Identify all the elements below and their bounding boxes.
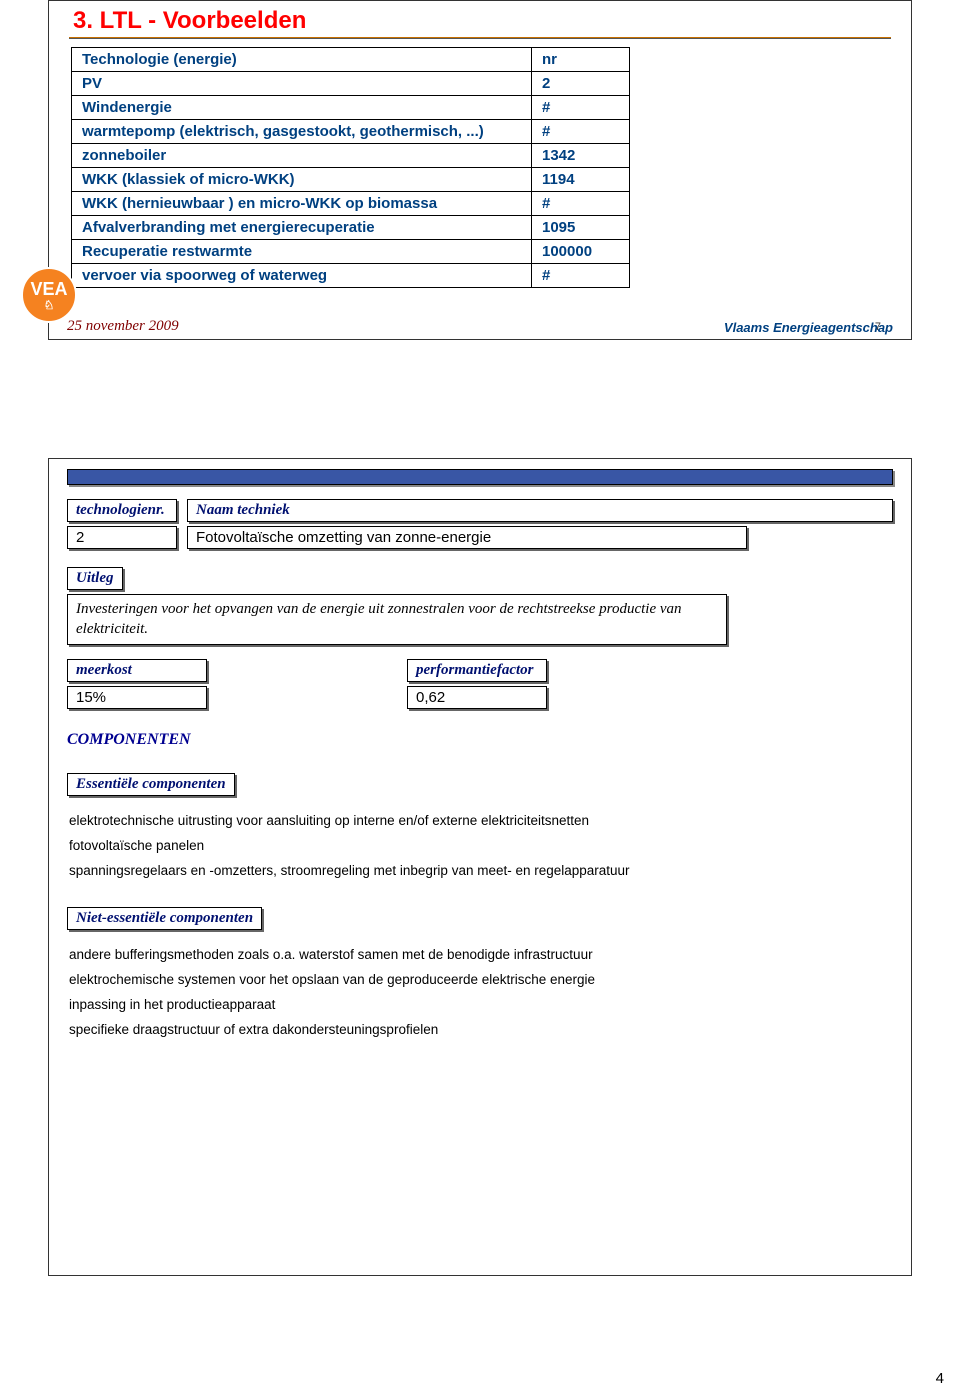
slide1-footer: 25 november 2009 Vlaams Energieagentscha… — [67, 318, 893, 335]
cell-tech: Windenergie — [72, 96, 532, 120]
table-row: Afvalverbranding met energierecuperatie … — [72, 216, 630, 240]
list-item: andere bufferingsmethoden zoals o.a. wat… — [69, 942, 893, 967]
slide1-title: 3. LTL - Voorbeelden — [49, 1, 911, 37]
cell-tech: Recuperatie restwarmte — [72, 240, 532, 264]
nonessential-list: andere bufferingsmethoden zoals o.a. wat… — [67, 942, 893, 1042]
slide1-date: 25 november 2009 — [67, 318, 179, 335]
cell-tech: WKK (hernieuwbaar ) en micro-WKK op biom… — [72, 192, 532, 216]
value-meerkost: 15% — [67, 686, 207, 709]
table-row: Windenergie # — [72, 96, 630, 120]
table-row: warmtepomp (elektrisch, gasgestookt, geo… — [72, 120, 630, 144]
slide-2: technologienr. 2 Naam techniek Fotovolta… — [48, 458, 912, 1276]
cell-nr: 1095 — [532, 216, 630, 240]
essential-list: elektrotechnische uitrusting voor aanslu… — [67, 808, 893, 883]
list-item: elektrotechnische uitrusting voor aanslu… — [69, 808, 893, 833]
list-item: inpassing in het productieapparaat — [69, 992, 893, 1017]
slide1-rule — [69, 37, 891, 39]
cell-tech: warmtepomp (elektrisch, gasgestookt, geo… — [72, 120, 532, 144]
cell-tech: zonneboiler — [72, 144, 532, 168]
table-row: PV 2 — [72, 72, 630, 96]
table-row: Recuperatie restwarmte 100000 — [72, 240, 630, 264]
cell-tech: WKK (klassiek of micro-WKK) — [72, 168, 532, 192]
tech-table: Technologie (energie) nr PV 2 Windenergi… — [71, 47, 630, 288]
table-header-row: Technologie (energie) nr — [72, 48, 630, 72]
cell-tech: PV — [72, 72, 532, 96]
cell-nr: 1194 — [532, 168, 630, 192]
label-performantie: performantiefactor — [407, 659, 547, 682]
agency-label: Vlaams Energieagentschap — [724, 320, 893, 335]
col-header-nr: nr — [532, 48, 630, 72]
essential-heading-wrap: Essentiële componenten — [67, 773, 893, 800]
cell-nr: 100000 — [532, 240, 630, 264]
value-technr: 2 — [67, 526, 177, 549]
slide1-page-number: 7 — [875, 321, 881, 333]
row-meerkost-perf: meerkost 15% performantiefactor 0,62 — [67, 659, 893, 713]
lion-icon: ♘ — [44, 298, 55, 312]
table-row: zonneboiler 1342 — [72, 144, 630, 168]
value-performantie: 0,62 — [407, 686, 547, 709]
nonessential-heading-wrap: Niet-essentiële componenten — [67, 907, 893, 934]
table-row: vervoer via spoorweg of waterweg # — [72, 264, 630, 288]
table-row: WKK (klassiek of micro-WKK) 1194 — [72, 168, 630, 192]
slide2-topbar — [67, 469, 893, 485]
label-uitleg: Uitleg — [67, 567, 123, 590]
value-naam: Fotovoltaïsche omzetting van zonne-energ… — [187, 526, 747, 549]
cell-nr: 1342 — [532, 144, 630, 168]
label-naam: Naam techniek — [187, 499, 893, 522]
col-header-tech: Technologie (energie) — [72, 48, 532, 72]
table-row: WKK (hernieuwbaar ) en micro-WKK op biom… — [72, 192, 630, 216]
slide-1: 3. LTL - Voorbeelden Technologie (energi… — [48, 0, 912, 340]
cell-nr: # — [532, 192, 630, 216]
list-item: spanningsregelaars en -omzetters, stroom… — [69, 858, 893, 883]
label-technr: technologienr. — [67, 499, 177, 522]
list-item: fotovoltaïsche panelen — [69, 833, 893, 858]
block-uitleg: Uitleg Investeringen voor het opvangen v… — [67, 567, 893, 645]
document-page-number: 4 — [936, 1370, 944, 1387]
list-item: elektrochemische systemen voor het opsla… — [69, 967, 893, 992]
list-item: specifieke draagstructuur of extra dakon… — [69, 1017, 893, 1042]
label-nonessential: Niet-essentiële componenten — [67, 907, 262, 930]
cell-tech: Afvalverbranding met energierecuperatie — [72, 216, 532, 240]
value-uitleg: Investeringen voor het opvangen van de e… — [67, 594, 727, 645]
cell-nr: # — [532, 120, 630, 144]
vea-logo-text: VEA — [30, 279, 67, 300]
cell-nr: # — [532, 96, 630, 120]
row-tech-name: technologienr. 2 Naam techniek Fotovolta… — [67, 499, 893, 553]
cell-tech: vervoer via spoorweg of waterweg — [72, 264, 532, 288]
label-meerkost: meerkost — [67, 659, 207, 682]
label-essential: Essentiële componenten — [67, 773, 235, 796]
cell-nr: # — [532, 264, 630, 288]
label-componenten: COMPONENTEN — [67, 731, 893, 749]
cell-nr: 2 — [532, 72, 630, 96]
vea-logo: VEA ♘ — [21, 267, 77, 323]
